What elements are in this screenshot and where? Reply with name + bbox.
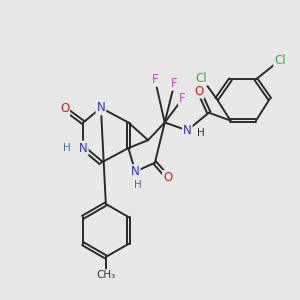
Text: N: N [97, 101, 105, 114]
Text: O: O [194, 85, 204, 98]
Text: H: H [134, 180, 142, 190]
Text: CH₃: CH₃ [96, 270, 116, 280]
Text: F: F [179, 92, 186, 106]
Text: N: N [79, 142, 88, 154]
Text: O: O [163, 171, 172, 184]
Text: Cl: Cl [195, 72, 207, 85]
Text: N: N [131, 165, 140, 178]
Text: N: N [183, 124, 192, 137]
Text: O: O [60, 102, 69, 115]
Text: F: F [171, 77, 178, 90]
Text: F: F [152, 73, 158, 86]
Text: Cl: Cl [274, 54, 286, 67]
Text: H: H [63, 143, 71, 153]
Text: H: H [197, 128, 204, 138]
